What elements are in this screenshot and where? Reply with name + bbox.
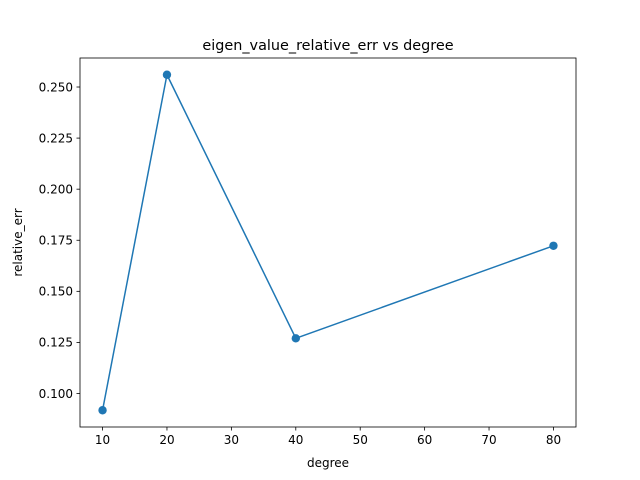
y-axis-label: relative_err [11, 208, 25, 276]
x-axis-label: degree [307, 456, 349, 470]
x-tick-label: 70 [481, 433, 496, 447]
y-tick-label: 0.225 [39, 131, 73, 145]
y-tick-label: 0.200 [39, 182, 73, 196]
y-tick-label: 0.175 [39, 234, 73, 248]
y-tick-label: 0.250 [39, 80, 73, 94]
axis-ticks: 10 20 30 40 50 60 70 80 0.100 0.125 0.150 0.175 0.20… [39, 80, 561, 447]
x-tick-label: 10 [95, 433, 110, 447]
series-line [101, 74, 554, 411]
y-tick-label: 0.100 [39, 387, 73, 401]
plot-series [98, 70, 558, 415]
data-point [549, 241, 558, 250]
x-tick-label: 20 [159, 433, 174, 447]
x-tick-label: 30 [224, 433, 239, 447]
data-point [98, 406, 107, 415]
y-tick-label: 0.125 [39, 336, 73, 350]
x-tick-label: 80 [546, 433, 561, 447]
chart-title: eigen_value_relative_err vs degree [202, 38, 453, 54]
data-point [162, 70, 172, 79]
x-tick-label: 40 [288, 433, 303, 447]
x-tick-label: 50 [353, 433, 368, 447]
plot-frame [79, 57, 577, 428]
x-tick-label: 60 [417, 433, 432, 447]
y-tick-label: 0.150 [39, 285, 73, 299]
data-point [291, 334, 300, 343]
